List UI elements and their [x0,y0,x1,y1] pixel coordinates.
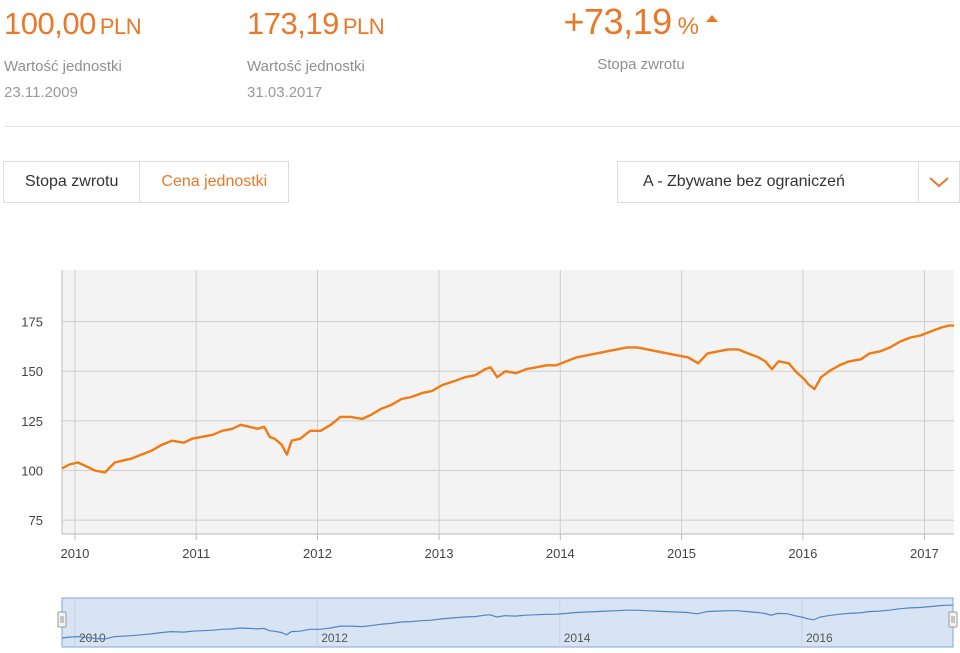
navigator-tick-label: 2016 [806,631,833,645]
chevron-down-icon [929,177,949,188]
drag-handle-icon [57,611,67,628]
unit-category-value: A - Zbywane bez ograniczeń [643,173,845,190]
unit-category-dropdown-button[interactable] [918,162,959,202]
end-value-label: Wartość jednostki [247,58,365,75]
x-tick-label: 2015 [667,546,696,561]
y-tick-label: 175 [21,315,43,330]
stat-end-value: 173,19 PLN Wartość jednostki 31.03.2017 [247,4,385,103]
tab-stopa-zwrotu[interactable]: Stopa zwrotu [25,173,119,190]
end-value-number: 173,19 [247,6,339,41]
start-value-number: 100,00 [4,6,96,41]
end-value: 173,19 PLN [247,4,385,47]
y-tick-label: 125 [21,414,43,429]
start-value: 100,00 PLN [4,4,142,47]
x-tick-label: 2016 [788,546,817,561]
x-tick-label: 2014 [546,546,575,561]
y-tick-label: 75 [29,513,43,528]
stat-start-value: 100,00 PLN Wartość jednostki 23.11.2009 [4,4,142,103]
chart-mode-tabs: Stopa zwrotu Cena jednostki [3,161,290,203]
y-tick-label: 150 [21,364,43,379]
navigator-handle-left[interactable] [57,611,67,628]
x-tick-label: 2011 [182,546,210,561]
x-tick-label: 2017 [910,546,939,561]
y-tick-label: 100 [21,463,43,478]
start-value-label: Wartość jednostki [4,58,122,75]
end-date: 31.03.2017 [247,84,323,101]
navigator-handle-right[interactable] [948,611,958,628]
price-series-line [61,324,954,474]
x-tick-label: 2013 [425,546,454,561]
unit-category-select[interactable]: A - Zbywane bez ograniczeń [617,161,960,203]
navigator-series-line [61,604,953,640]
return-value: +73,19% [515,0,767,49]
return-value-number: +73,19 [563,1,673,42]
stat-return: +73,19% Stopa zwrotu [515,0,767,75]
navigator-tick-label: 2010 [79,631,106,645]
end-value-unit: PLN [342,14,385,39]
return-label: Stopa zwrotu [597,56,685,73]
tab-cena-jednostki[interactable]: Cena jednostki [139,162,288,202]
x-tick-label: 2010 [60,546,89,561]
start-date: 23.11.2009 [4,84,78,101]
return-value-unit: % [677,13,699,40]
header-divider [4,126,960,127]
navigator-tick-label: 2014 [564,631,591,645]
navigator-tick-label: 2012 [321,631,348,645]
plot-area [62,270,954,534]
x-tick-label: 2012 [303,546,332,561]
triangle-up-icon [706,14,719,22]
drag-handle-icon [948,611,958,628]
start-value-unit: PLN [99,14,142,39]
navigator-selection[interactable] [61,597,954,648]
